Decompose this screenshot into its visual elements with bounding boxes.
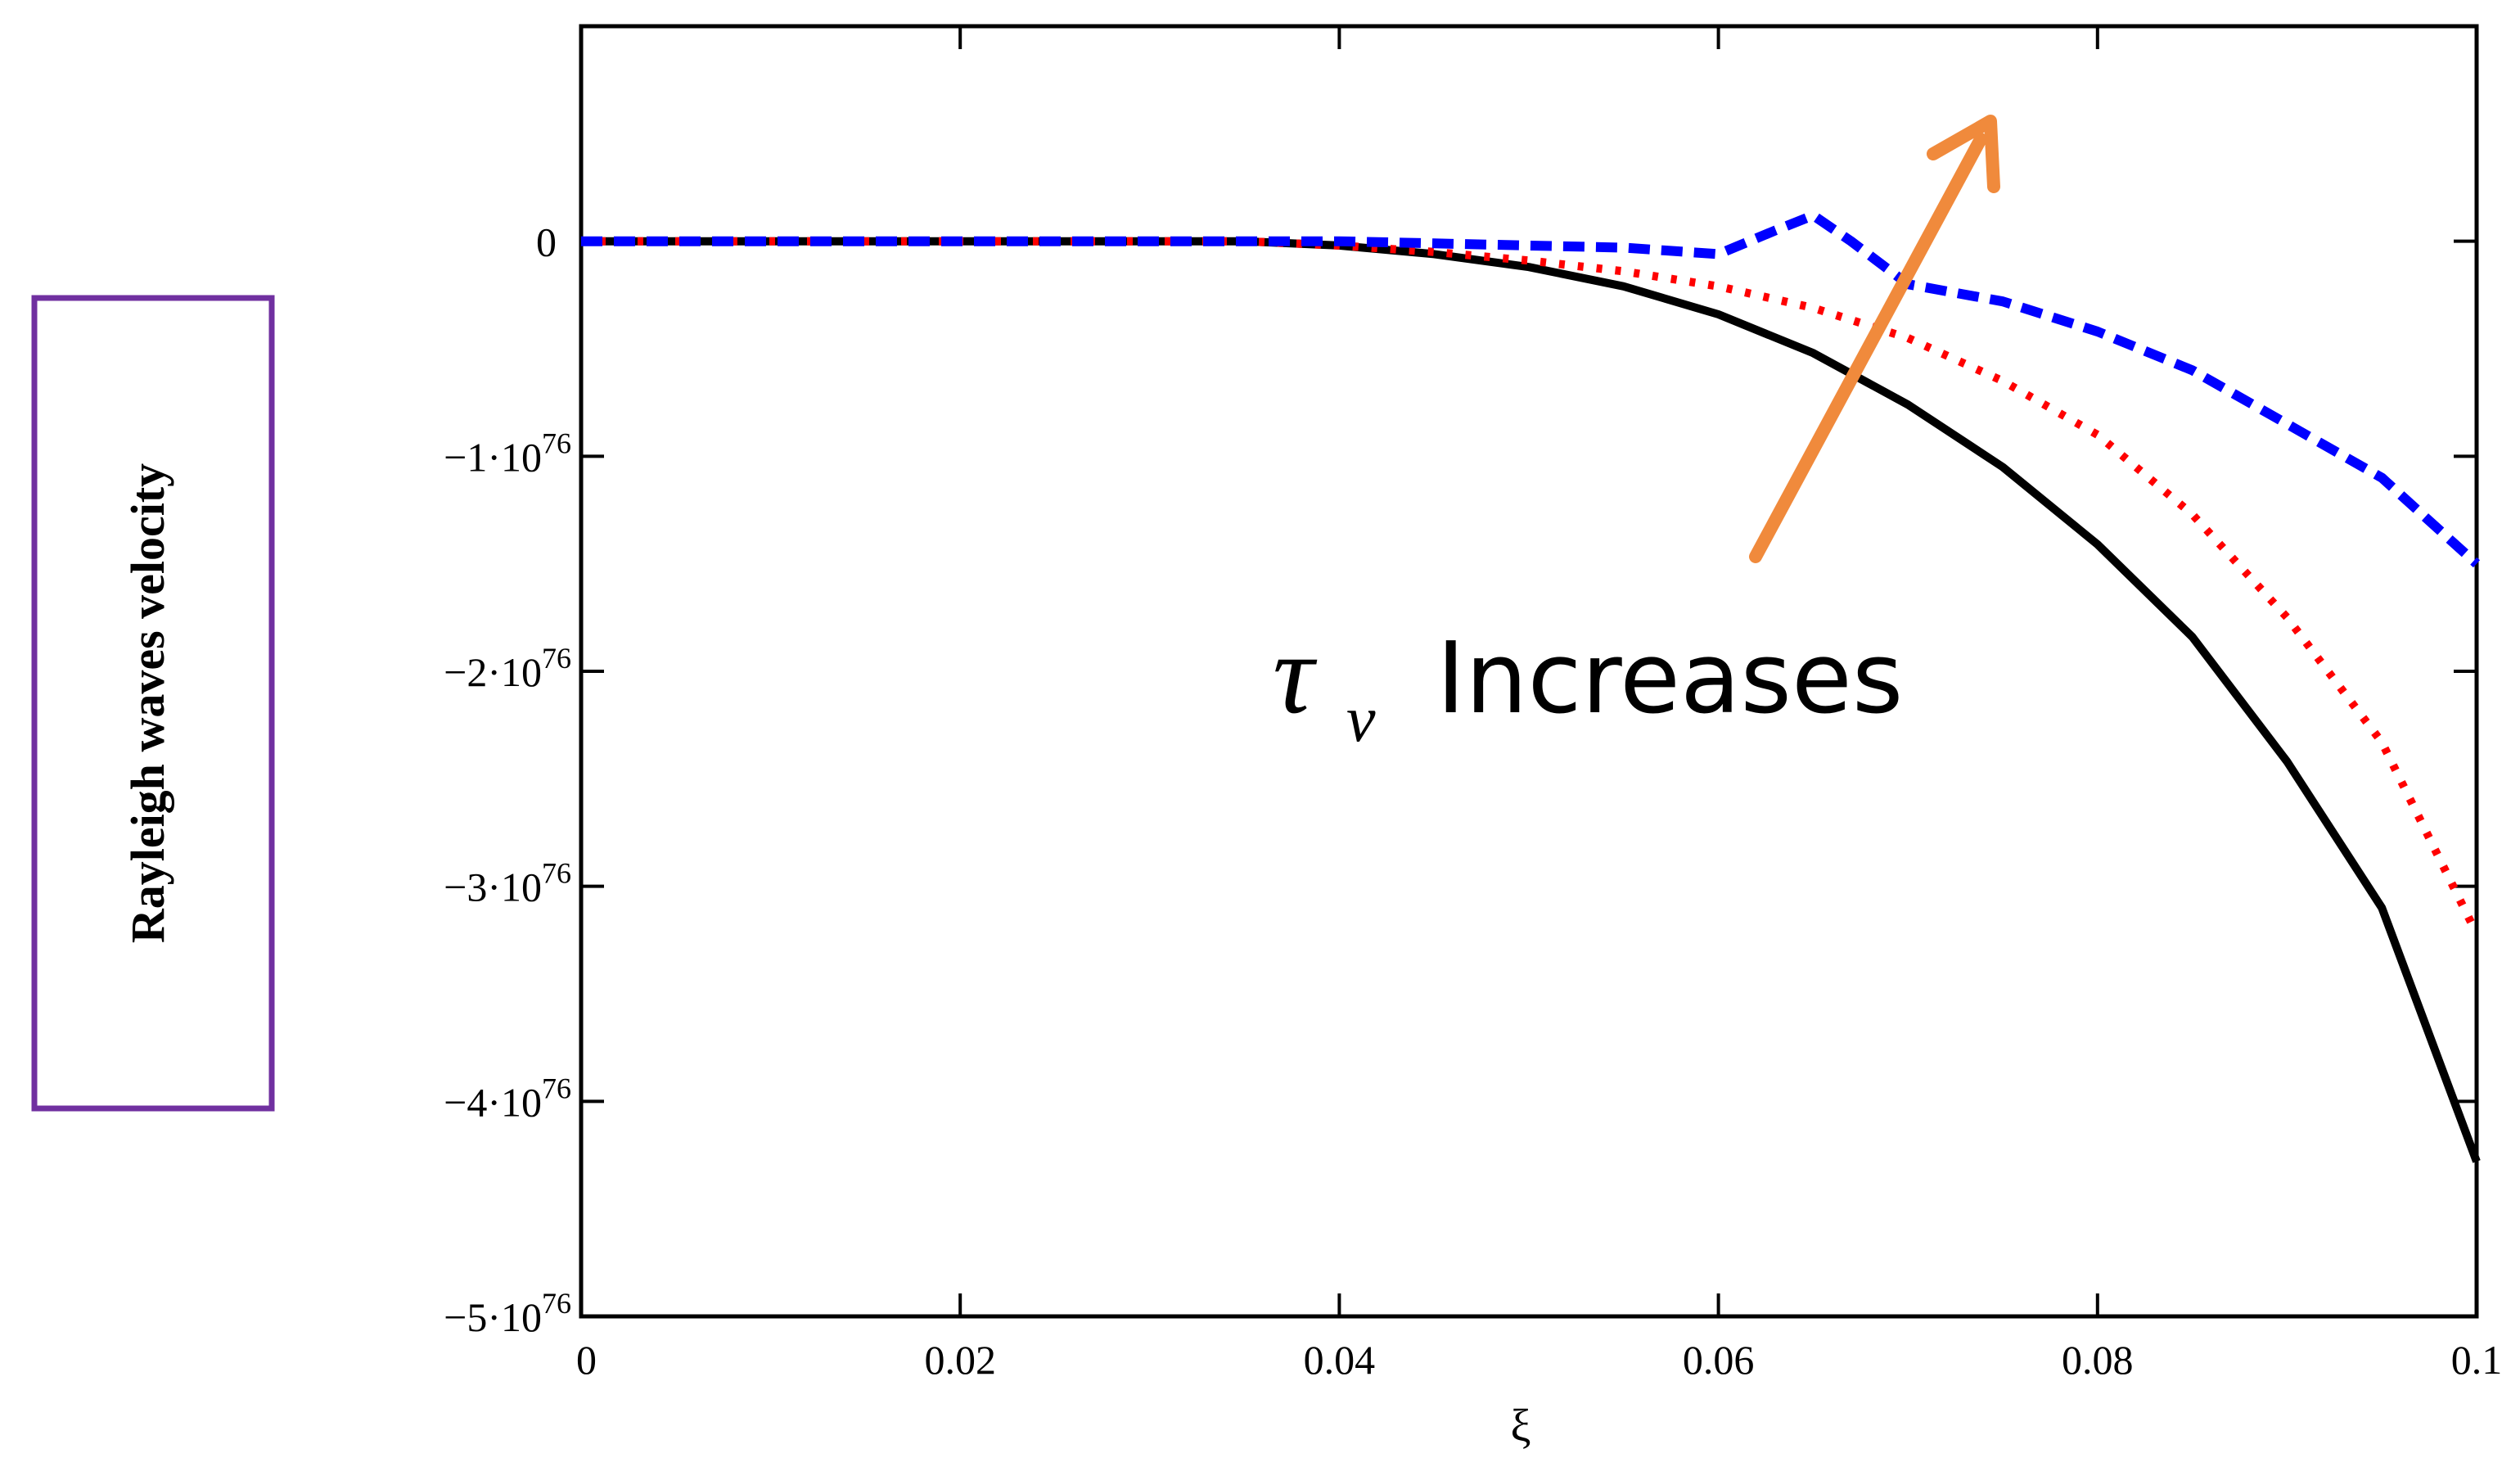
annotation-text: Increases: [1436, 622, 1903, 736]
x-tick-label: 0.04: [1304, 1337, 1376, 1383]
x-tick-label: 0.1: [2451, 1337, 2503, 1383]
y-tick-label: 0: [536, 219, 557, 265]
annotation-symbol: τ: [1273, 611, 1318, 738]
y-tick-label: −3·1076: [444, 857, 571, 910]
axis-ticks: 0 0.02 0.04 0.06 0.08 0.1 0 −1·1076 −2·1076 −3·10…: [444, 26, 2502, 1383]
arrow-head: [1927, 115, 2000, 193]
series-line-dotted: [581, 237, 2481, 936]
increase-arrow: [1749, 115, 2000, 563]
y-tick-label: −5·1076: [444, 1287, 571, 1340]
ylabel-box: [31, 295, 275, 1112]
x-tick-label: 0.02: [924, 1337, 996, 1383]
series-layer: [581, 210, 2481, 1163]
x-tick-label: 0.08: [2062, 1337, 2134, 1383]
series-line-dashed: [581, 210, 2481, 568]
y-tick-label: −1·1076: [444, 427, 571, 480]
arrow-shaft: [1749, 133, 1987, 563]
y-axis-label: Rayleigh waves velocity: [121, 463, 174, 943]
annotation-subscript: v: [1346, 684, 1376, 756]
y-tick-label: −2·1076: [444, 642, 571, 695]
x-tick-label: 0: [576, 1337, 597, 1383]
y-tick-label: −4·1076: [444, 1072, 571, 1125]
x-tick-label: 0.06: [1683, 1337, 1755, 1383]
x-axis-label: ξ: [1511, 1401, 1531, 1451]
